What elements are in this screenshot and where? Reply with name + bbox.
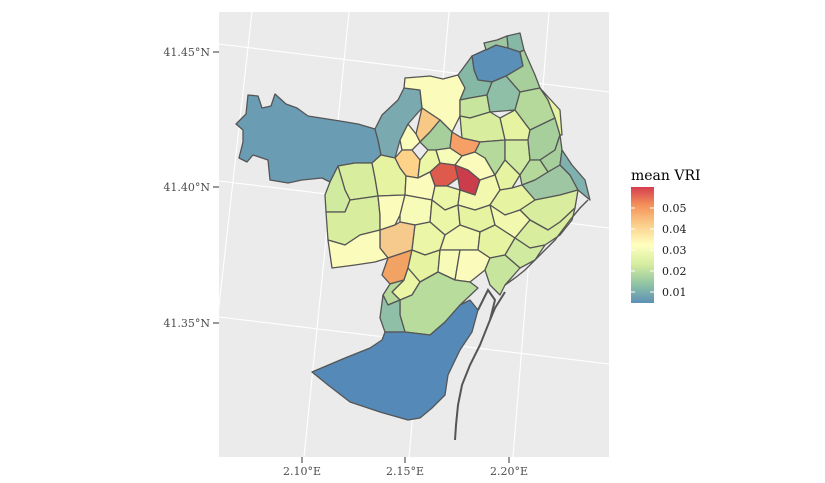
coastline-east — [504, 199, 589, 286]
legend-label-5: 0.01 — [662, 286, 687, 299]
x-tick-label-3: 2.20°E — [490, 465, 528, 478]
district-wc-10 — [399, 194, 433, 226]
graticule-line-lat-41-45 — [219, 43, 609, 93]
district-s-4 — [484, 254, 521, 296]
y-axis: 41.45°N 41.40°N 41.35°N — [163, 46, 219, 330]
districts — [235, 32, 591, 441]
graticule-line-lon-2-05 — [219, 12, 253, 311]
legend-label-2: 0.04 — [662, 223, 687, 236]
x-tick-label-1: 2.10°E — [283, 465, 321, 478]
legend-colorbar — [631, 187, 654, 303]
y-tick-label-3: 41.35°N — [163, 317, 210, 330]
legend-label-4: 0.02 — [662, 265, 687, 278]
legend-title: mean VRI — [631, 168, 701, 184]
district-e-2 — [559, 149, 591, 201]
harbour-pier-line — [454, 288, 497, 441]
graticule-line-lon-2-10 — [303, 12, 350, 457]
x-axis: 2.10°E 2.15°E 2.20°E — [283, 457, 528, 478]
legend-label-3: 0.03 — [662, 244, 687, 257]
district-north-west — [374, 87, 423, 159]
district-sw-1 — [327, 229, 389, 269]
legend: mean VRI 0.05 0.04 0.03 0.02 0.01 — [631, 168, 701, 303]
harbour-breakwater — [489, 291, 506, 321]
y-tick-label-1: 41.45°N — [163, 46, 210, 59]
district-port-zone — [311, 299, 479, 421]
x-tick-label-2: 2.15°E — [386, 465, 424, 478]
district-northeast-c — [483, 35, 509, 51]
district-south-teal — [379, 294, 406, 333]
legend-ticks — [631, 207, 654, 293]
legend-label-1: 0.05 — [662, 202, 687, 215]
y-tick-label-2: 41.40°N — [163, 181, 210, 194]
